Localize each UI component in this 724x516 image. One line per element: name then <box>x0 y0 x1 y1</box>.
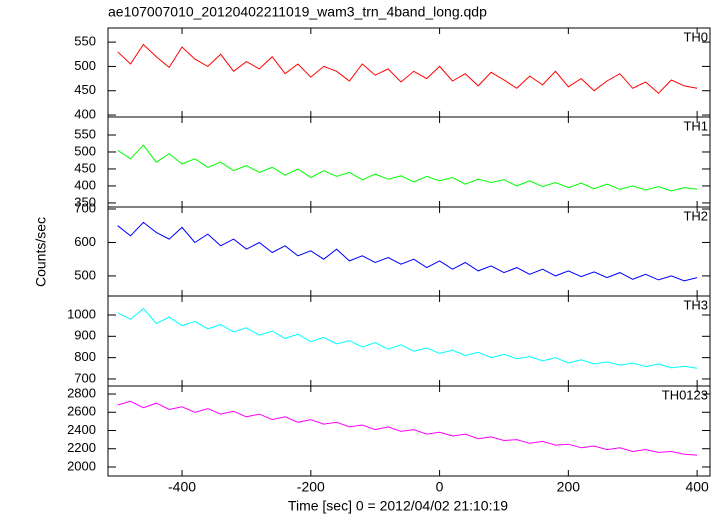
x-tick-label: 200 <box>557 479 581 495</box>
y-tick-label: 500 <box>74 143 96 158</box>
y-tick-label: 600 <box>74 234 96 249</box>
y-tick-label: 700 <box>74 370 96 385</box>
y-tick-label: 350 <box>74 194 96 209</box>
y-tick-label: 800 <box>74 349 96 364</box>
x-axis-label: Time [sec] 0 = 2012/04/02 21:10:19 <box>288 498 508 514</box>
x-tick-label: 400 <box>685 479 709 495</box>
series-label: TH0123 <box>662 387 708 402</box>
series-label: TH3 <box>683 297 708 312</box>
panel-frame <box>107 116 711 208</box>
panel-frame <box>107 27 711 118</box>
y-axis-label: Counts/sec <box>33 217 49 287</box>
panel-frame <box>107 295 711 387</box>
series-label: TH0 <box>683 29 708 44</box>
y-tick-label: 2400 <box>67 422 96 437</box>
y-tick-label: 2000 <box>67 458 96 473</box>
x-tick-label: -200 <box>297 479 325 495</box>
y-tick-label: 400 <box>74 177 96 192</box>
series-label: TH2 <box>683 208 708 223</box>
y-tick-label: 2600 <box>67 404 96 419</box>
data-line <box>117 221 698 282</box>
y-tick-label: 450 <box>74 160 96 175</box>
y-tick-label: 2800 <box>67 385 96 400</box>
y-tick-label: 2200 <box>67 440 96 455</box>
panel-frame <box>107 385 711 477</box>
y-tick-label: 900 <box>74 328 96 343</box>
y-tick-label: 450 <box>74 82 96 97</box>
series-label: TH1 <box>683 118 708 133</box>
data-line <box>117 400 698 456</box>
x-tick-label: 0 <box>436 479 444 495</box>
data-line <box>117 144 698 192</box>
y-tick-label: 500 <box>74 267 96 282</box>
x-tick-label: -400 <box>168 479 196 495</box>
y-tick-label: 550 <box>74 126 96 141</box>
y-tick-label: 550 <box>74 34 96 49</box>
y-tick-label: 400 <box>74 106 96 121</box>
data-line <box>117 307 698 369</box>
data-line <box>117 43 698 94</box>
y-tick-label: 500 <box>74 58 96 73</box>
figure-title: ae107007010_20120402211019_wam3_trn_4ban… <box>108 4 487 20</box>
y-tick-label: 1000 <box>67 306 96 321</box>
y-tick-label: 700 <box>74 200 96 215</box>
panel-frame <box>107 206 711 297</box>
